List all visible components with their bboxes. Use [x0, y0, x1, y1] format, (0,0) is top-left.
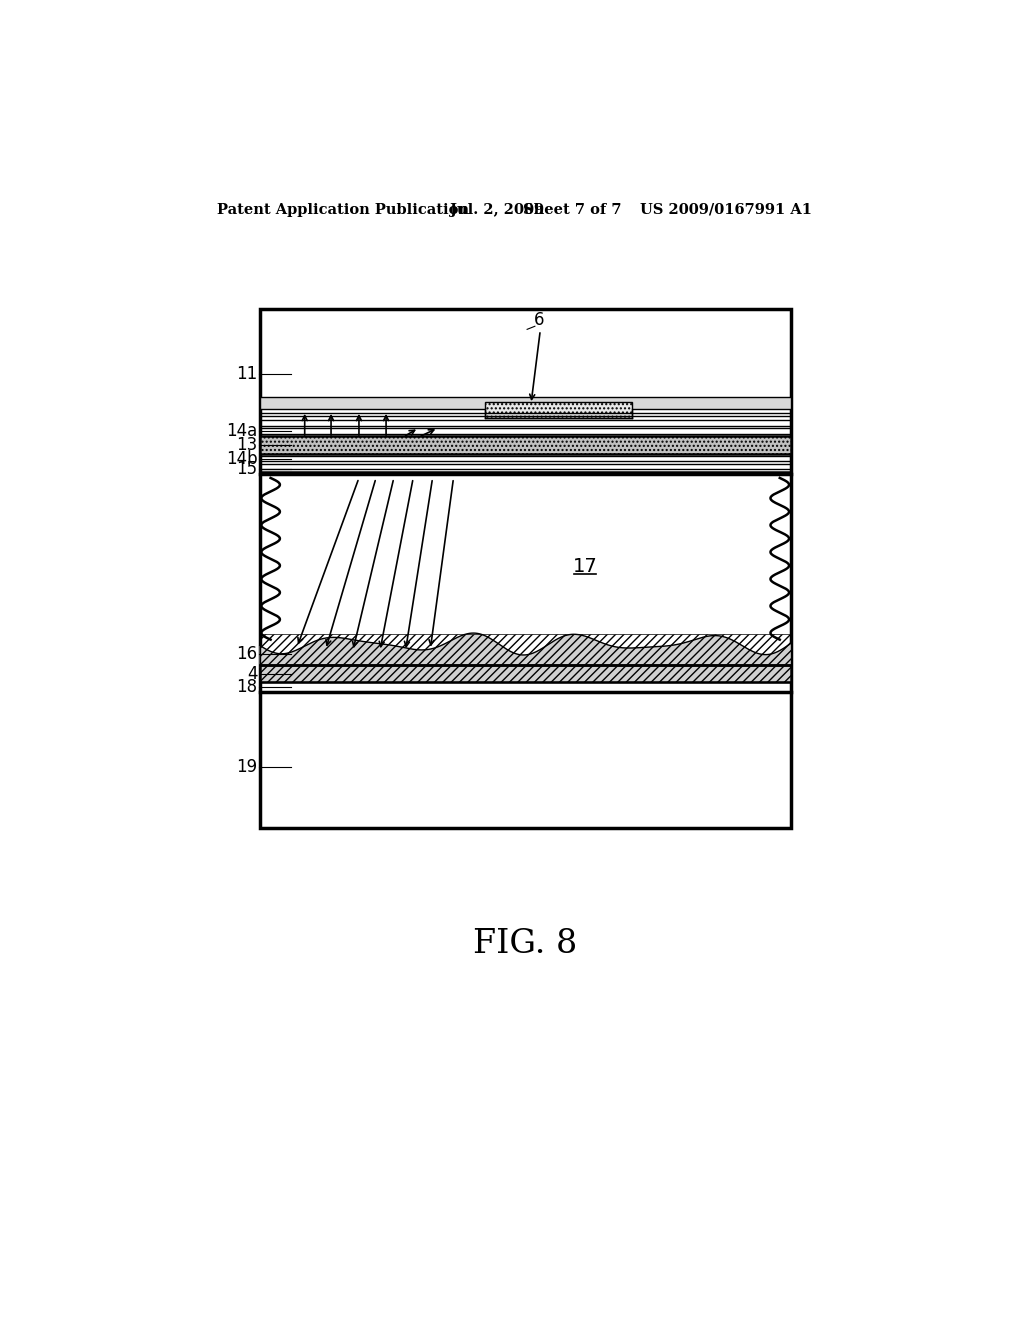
Text: 6: 6: [534, 312, 544, 329]
Text: 17: 17: [572, 557, 598, 576]
Text: 11: 11: [237, 366, 257, 383]
Text: 13: 13: [237, 436, 257, 454]
Text: Jul. 2, 2009: Jul. 2, 2009: [450, 203, 544, 216]
Text: US 2009/0167991 A1: US 2009/0167991 A1: [640, 203, 811, 216]
Text: 16: 16: [237, 645, 257, 663]
Text: FIG. 8: FIG. 8: [473, 928, 577, 960]
Text: Patent Application Publication: Patent Application Publication: [217, 203, 469, 216]
Text: 19: 19: [237, 758, 257, 776]
Text: 15: 15: [237, 461, 257, 478]
Bar: [260, 665, 791, 682]
Text: 14b: 14b: [226, 450, 257, 467]
Bar: [260, 397, 791, 409]
Bar: [260, 436, 791, 454]
Text: 14a: 14a: [226, 422, 257, 440]
Text: 4: 4: [247, 664, 257, 682]
Text: 18: 18: [237, 677, 257, 696]
Bar: [484, 403, 632, 418]
Bar: [260, 635, 791, 667]
Text: Sheet 7 of 7: Sheet 7 of 7: [523, 203, 622, 216]
Bar: [260, 309, 791, 829]
